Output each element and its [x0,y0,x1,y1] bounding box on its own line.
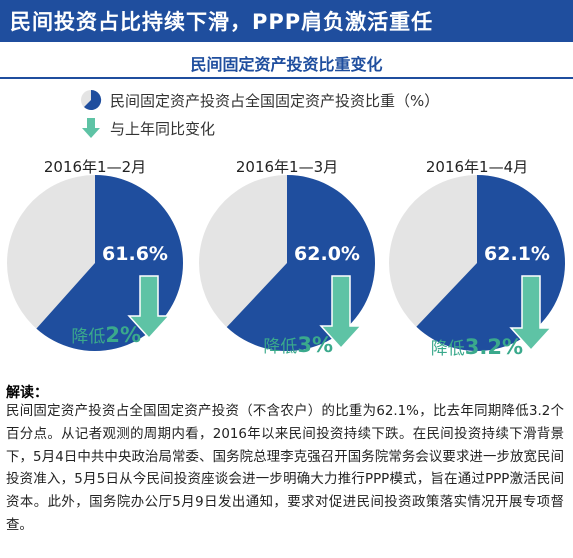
legend-item-share: 民间固定资产投资占全国固定资产投资比重（%） [80,89,439,111]
share-value-label: 61.6% [102,243,168,265]
pie-group-3: 2016年1—4月 62.1% 降低3.2% [389,158,566,359]
change-label: 降低2% [71,323,141,347]
change-label: 降低3.2% [431,335,523,359]
pie-legend-icon [81,89,102,110]
title-banner: 民间投资占比持续下滑，PPP肩负激活重任 [0,0,573,42]
change-prefix: 降低 [263,337,297,357]
pie-charts: 2016年1—2月61.6%降低2%2016年1—3月62.0%降低3%2016… [7,158,566,359]
subtitle-divider [0,77,573,79]
period-title: 2016年1—2月 [44,158,146,176]
change-value: 2% [105,323,141,347]
share-value-label: 62.1% [484,243,550,265]
notes-body: 民间固定资产投资占全国固定资产投资（不含农户）的比重为62.1%，比去年同期降低… [6,404,564,533]
change-prefix: 降低 [71,327,105,347]
legend-change-label: 与上年同比变化 [110,119,216,138]
notes-heading: 解读： [6,385,48,401]
page-title: 民间投资占比持续下滑，PPP肩负激活重任 [10,10,434,34]
change-arrow [127,275,171,340]
down-arrow-legend-icon [82,118,100,138]
change-arrow [509,275,553,352]
chart-subtitle: 民间固定资产投资比重变化 [190,55,383,74]
change-arrow [319,275,363,350]
share-value-label: 62.0% [294,243,360,265]
period-title: 2016年1—3月 [236,158,338,176]
change-prefix: 降低 [431,339,465,359]
legend-share-label: 民间固定资产投资占全国固定资产投资比重（%） [110,91,440,110]
period-title: 2016年1—4月 [426,158,528,176]
change-value: 3% [297,333,333,357]
change-value: 3.2% [465,335,523,359]
legend-item-change: 与上年同比变化 [80,117,215,139]
change-label: 降低3% [263,333,333,357]
pie-group-2: 2016年1—3月 62.0% 降低3% [199,158,375,357]
pie-group-1: 2016年1—2月 61.6% 降低2% [7,158,184,351]
